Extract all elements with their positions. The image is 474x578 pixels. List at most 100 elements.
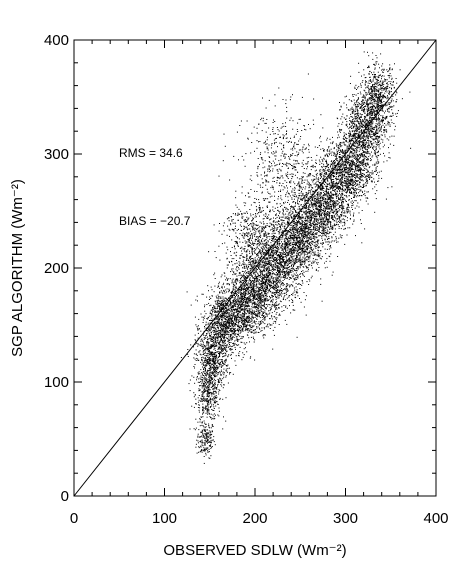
data-point: [246, 284, 248, 286]
data-point: [206, 388, 208, 389]
data-point: [246, 313, 248, 315]
data-point: [244, 323, 246, 325]
data-point: [243, 324, 245, 326]
data-point: [271, 324, 273, 326]
data-point: [222, 324, 224, 326]
data-point: [253, 331, 255, 333]
data-point: [252, 286, 254, 288]
data-point: [223, 416, 224, 418]
data-point: [190, 304, 192, 306]
data-point: [268, 283, 270, 285]
data-point: [218, 381, 220, 383]
data-point: [223, 384, 225, 386]
data-point: [207, 285, 209, 287]
data-point: [277, 285, 279, 287]
data-point: [254, 275, 256, 277]
data-point: [286, 251, 288, 253]
data-point: [273, 278, 275, 280]
data-point: [262, 273, 263, 275]
data-point: [261, 266, 263, 268]
data-point: [212, 356, 214, 358]
data-point: [209, 320, 210, 321]
data-point: [225, 320, 227, 322]
data-point: [273, 239, 275, 241]
data-point: [197, 343, 199, 345]
data-point: [216, 368, 218, 370]
data-point: [220, 374, 222, 376]
data-point: [214, 334, 216, 335]
data-point: [241, 270, 243, 272]
data-point: [285, 249, 287, 251]
data-point: [197, 435, 199, 437]
data-point: [273, 228, 275, 230]
data-point: [290, 269, 292, 271]
data-point: [289, 269, 291, 271]
data-point: [297, 283, 299, 285]
data-point: [217, 367, 218, 368]
data-point: [243, 310, 245, 312]
data-point: [218, 348, 220, 350]
data-point: [210, 366, 212, 368]
data-point: [226, 333, 228, 335]
data-point: [222, 334, 223, 336]
data-point: [248, 305, 250, 307]
data-point: [283, 266, 285, 268]
data-point: [227, 334, 229, 336]
data-point: [246, 266, 247, 268]
data-point: [213, 398, 215, 400]
data-point: [221, 315, 223, 317]
data-point: [281, 276, 283, 278]
data-point: [214, 306, 216, 308]
data-point: [199, 389, 201, 391]
data-point: [281, 310, 283, 312]
data-point: [204, 374, 206, 376]
data-point: [248, 315, 250, 317]
data-point: [195, 299, 197, 301]
data-point: [278, 244, 280, 246]
data-point: [259, 328, 261, 330]
data-point: [261, 256, 262, 258]
data-point: [214, 347, 216, 349]
data-point: [266, 247, 268, 249]
data-point: [206, 438, 208, 439]
data-point: [257, 266, 259, 268]
data-point: [274, 306, 276, 308]
data-point: [201, 316, 203, 318]
data-point: [211, 439, 213, 441]
data-point: [244, 285, 246, 287]
data-point: [208, 448, 210, 450]
data-point: [217, 368, 219, 370]
data-point: [212, 361, 214, 362]
data-point: [212, 336, 214, 338]
data-point: [290, 271, 292, 273]
data-point: [203, 429, 205, 431]
data-point: [292, 248, 294, 250]
data-point: [219, 353, 220, 355]
data-point: [238, 304, 239, 306]
data-point: [207, 407, 209, 409]
data-point: [222, 319, 224, 321]
data-point: [229, 316, 231, 318]
data-point: [218, 410, 220, 412]
data-point: [213, 328, 215, 330]
data-point: [248, 337, 250, 339]
data-point: [255, 291, 257, 293]
data-point: [262, 270, 264, 272]
data-point: [213, 362, 215, 364]
data-point: [261, 300, 263, 302]
data-point: [286, 260, 288, 262]
data-point: [258, 301, 260, 303]
data-point: [242, 306, 244, 308]
data-point: [199, 350, 201, 352]
data-point: [238, 307, 240, 309]
data-point: [265, 280, 266, 282]
data-point: [276, 283, 278, 285]
data-point: [264, 239, 266, 241]
data-point: [265, 260, 267, 262]
data-point: [278, 272, 280, 274]
data-point: [259, 317, 261, 319]
data-point: [284, 274, 286, 276]
data-point: [208, 329, 210, 331]
data-point: [241, 321, 243, 322]
data-point: [262, 289, 264, 291]
